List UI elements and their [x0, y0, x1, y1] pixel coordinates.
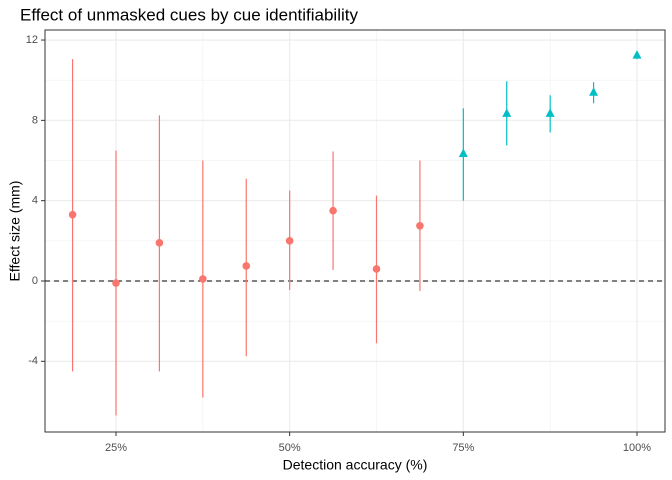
x-tick-label: 75% — [452, 442, 474, 454]
point — [589, 87, 599, 96]
chart-title: Effect of unmasked cues by cue identifia… — [20, 5, 358, 24]
x-tick-label: 100% — [623, 442, 651, 454]
point — [458, 148, 468, 157]
point — [285, 237, 294, 245]
point — [242, 262, 251, 270]
point — [502, 108, 512, 117]
point — [112, 279, 120, 287]
point — [68, 210, 77, 219]
y-tick-label: 0 — [32, 275, 38, 287]
x-tick-label: 25% — [105, 442, 127, 454]
point — [545, 108, 555, 117]
point — [155, 239, 164, 247]
point — [632, 50, 642, 59]
y-axis-label: Effect size (mm) — [7, 181, 23, 282]
y-tick-label: -4 — [28, 355, 38, 367]
point — [372, 265, 381, 273]
panel-border — [44, 29, 666, 433]
point — [329, 206, 337, 215]
point — [199, 275, 207, 283]
point — [416, 221, 424, 230]
x-tick-label: 50% — [279, 442, 301, 454]
y-tick-label: 12 — [26, 34, 38, 46]
y-tick-label: 4 — [32, 195, 38, 207]
x-axis-label: Detection accuracy (%) — [283, 457, 428, 473]
y-tick-label: 8 — [32, 114, 38, 126]
